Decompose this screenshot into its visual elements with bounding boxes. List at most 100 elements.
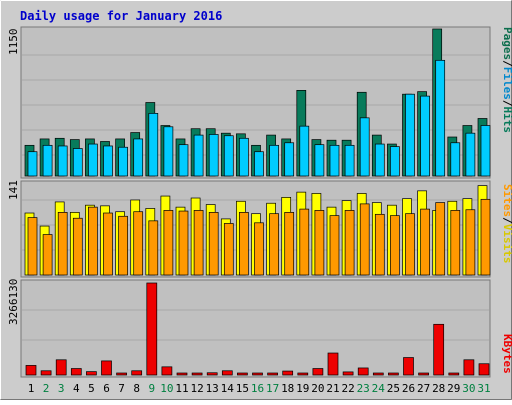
files-bar-28 <box>435 59 446 177</box>
sites-bar-28 <box>435 202 446 276</box>
files-bar-19 <box>299 125 310 177</box>
kbytes-bar-12 <box>191 372 203 376</box>
sites-bar-27 <box>420 208 430 276</box>
files-bar-14 <box>223 135 234 177</box>
files-bar-7 <box>118 146 128 177</box>
day-label-8: 8 <box>133 382 140 395</box>
visits-sites-bars <box>24 185 491 276</box>
day-label-18: 18 <box>281 382 294 395</box>
day-label-28: 28 <box>432 382 445 395</box>
kbytes-bar-13 <box>206 372 218 376</box>
day-label-13: 13 <box>206 382 219 395</box>
sites-bar-31 <box>480 198 491 276</box>
legend-visits: Visits <box>501 224 512 264</box>
files-bar-4 <box>72 148 83 177</box>
kbytes-bar-25 <box>388 372 399 376</box>
files-bar-27 <box>420 95 430 177</box>
kbytes-bar-7 <box>116 372 127 376</box>
sites-bar-20 <box>314 210 325 276</box>
files-bar-8 <box>133 138 144 177</box>
sites-bar-15 <box>239 212 249 276</box>
day-label-31: 31 <box>477 382 490 395</box>
kbytes-ymax-label: 3266130 <box>7 279 20 325</box>
day-label-7: 7 <box>118 382 125 395</box>
files-bar-1 <box>27 151 38 177</box>
sites-bar-13 <box>208 212 219 276</box>
kbytes-bars <box>25 282 490 376</box>
day-label-11: 11 <box>175 382 188 395</box>
files-bar-24 <box>374 143 385 177</box>
kbytes-bar-29 <box>448 372 460 376</box>
files-bar-22 <box>344 144 355 177</box>
files-bar-23 <box>359 117 370 177</box>
day-label-26: 26 <box>402 382 415 395</box>
day-label-3: 3 <box>58 382 65 395</box>
day-label-27: 27 <box>417 382 430 395</box>
kbytes-bar-10 <box>161 366 173 376</box>
sites-bar-8 <box>133 211 144 276</box>
kbytes-bar-8 <box>131 370 143 376</box>
sites-bar-30 <box>465 209 476 276</box>
sites-bar-11 <box>178 210 189 276</box>
legend-kbytes: KBytes <box>501 334 512 374</box>
legend-sep-3: / <box>501 217 512 224</box>
kbytes-bar-6 <box>101 360 112 376</box>
legend-sites: Sites <box>501 184 512 217</box>
visits-ymax-label: 141 <box>7 180 20 200</box>
kbytes-bar-15 <box>237 372 248 376</box>
day-label-15: 15 <box>236 382 249 395</box>
sites-bar-14 <box>223 223 234 276</box>
files-bar-9 <box>148 113 159 177</box>
sites-bar-29 <box>450 210 461 276</box>
sites-bar-2 <box>42 234 53 276</box>
day-label-9: 9 <box>148 382 155 395</box>
legend-sep-2: / <box>501 100 512 107</box>
sites-bar-17 <box>269 213 279 276</box>
files-bar-25 <box>390 146 400 177</box>
files-bar-21 <box>329 144 340 177</box>
kbytes-bar-26 <box>403 357 414 376</box>
kbytes-panel <box>20 279 491 378</box>
sites-bar-6 <box>103 212 113 276</box>
files-bar-30 <box>465 132 476 177</box>
legend-files: Files <box>501 67 512 100</box>
sites-bar-5 <box>88 206 98 276</box>
files-bar-18 <box>284 142 295 177</box>
kbytes-bar-24 <box>372 372 384 376</box>
sites-bar-19 <box>299 208 310 276</box>
legend-hits: Hits <box>501 107 512 134</box>
kbytes-bar-19 <box>297 372 309 376</box>
day-label-2: 2 <box>43 382 50 395</box>
day-label-1: 1 <box>28 382 35 395</box>
sites-bar-22 <box>344 210 355 276</box>
day-label-23: 23 <box>357 382 370 395</box>
kbytes-bar-31 <box>478 363 490 376</box>
legend-top: Pages/Files/Hits <box>501 27 512 133</box>
day-label-29: 29 <box>447 382 460 395</box>
hits-ymax-label: 1150 <box>7 29 20 56</box>
kbytes-bar-4 <box>70 368 82 376</box>
day-label-19: 19 <box>296 382 309 395</box>
files-bar-20 <box>314 144 325 177</box>
legend-middle: Sites/Visits <box>501 184 512 264</box>
day-label-24: 24 <box>372 382 386 395</box>
svg-text:Sites/Visits: Sites/Visits <box>501 184 512 264</box>
day-label-21: 21 <box>326 382 339 395</box>
sites-bar-24 <box>374 213 385 276</box>
kbytes-bar-23 <box>357 367 369 376</box>
kbytes-bar-28 <box>433 323 445 376</box>
files-bar-17 <box>269 144 279 177</box>
sites-bar-26 <box>405 213 415 276</box>
legend-sep-1: / <box>501 60 512 67</box>
day-label-12: 12 <box>190 382 203 395</box>
kbytes-bar-27 <box>418 372 429 376</box>
kbytes-bar-14 <box>221 370 233 376</box>
day-label-25: 25 <box>387 382 400 395</box>
sites-bar-23 <box>359 203 370 276</box>
sites-bar-12 <box>193 210 204 276</box>
day-label-14: 14 <box>221 382 235 395</box>
files-bar-2 <box>42 144 53 177</box>
files-bar-15 <box>239 137 249 177</box>
files-bar-5 <box>88 143 98 177</box>
